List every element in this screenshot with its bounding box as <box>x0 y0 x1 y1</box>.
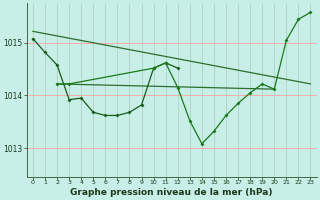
X-axis label: Graphe pression niveau de la mer (hPa): Graphe pression niveau de la mer (hPa) <box>70 188 273 197</box>
